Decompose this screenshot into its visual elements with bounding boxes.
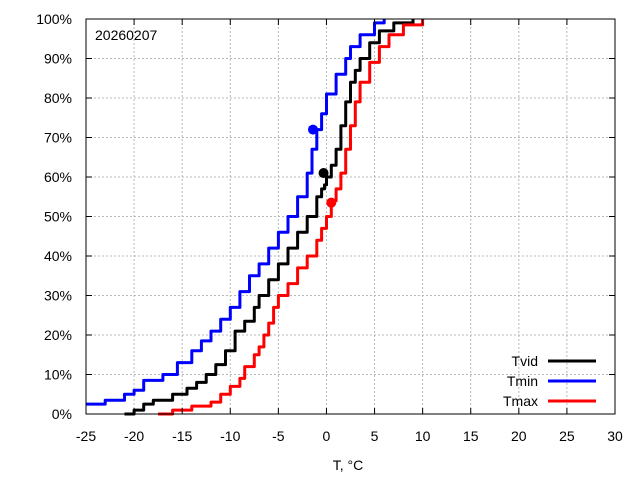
x-tick-label: -20 bbox=[124, 428, 144, 444]
series-marker-tvid bbox=[318, 168, 329, 179]
x-tick-label: 0 bbox=[323, 428, 331, 444]
y-tick-label: 40% bbox=[44, 248, 72, 264]
x-tick-label: -10 bbox=[220, 428, 240, 444]
y-tick-label: 80% bbox=[44, 90, 72, 106]
y-tick-label: 20% bbox=[44, 327, 72, 343]
x-tick-label: -15 bbox=[172, 428, 192, 444]
x-tick-label: 25 bbox=[559, 428, 575, 444]
x-tick-label: 30 bbox=[607, 428, 623, 444]
legend-label-tvid: Tvid bbox=[512, 353, 538, 369]
legend-label-tmin: Tmin bbox=[507, 373, 538, 389]
legend-label-tmax: Tmax bbox=[503, 393, 538, 409]
x-tick-label: 10 bbox=[415, 428, 431, 444]
series-marker-tmin bbox=[307, 124, 318, 135]
x-tick-label: -25 bbox=[76, 428, 96, 444]
chart-annotation: 20260207 bbox=[95, 27, 158, 43]
y-tick-label: 0% bbox=[52, 406, 72, 422]
x-tick-label: 20 bbox=[511, 428, 527, 444]
x-tick-label: 5 bbox=[371, 428, 379, 444]
legend: Tvid Tmin Tmax bbox=[503, 353, 596, 409]
series-marker-tmax bbox=[326, 197, 337, 208]
y-tick-label: 30% bbox=[44, 288, 72, 304]
y-tick-label: 10% bbox=[44, 367, 72, 383]
y-tick-label: 90% bbox=[44, 51, 72, 67]
series-line-tmax bbox=[158, 19, 425, 416]
tick-layer: -25 -20 -15 -10 -5 0 5 10 15 20 25 30 0% 10% 20% 30% 40%… bbox=[36, 11, 623, 444]
x-tick-label: -5 bbox=[272, 428, 285, 444]
x-tick-label: 15 bbox=[463, 428, 479, 444]
y-tick-label: 50% bbox=[44, 209, 72, 225]
y-tick-label: 100% bbox=[36, 11, 72, 27]
series-layer bbox=[86, 19, 425, 416]
series-line-tvid bbox=[124, 19, 415, 416]
y-tick-label: 60% bbox=[44, 169, 72, 185]
y-tick-label: 70% bbox=[44, 130, 72, 146]
series-line-tmin bbox=[86, 19, 386, 406]
x-axis-title: T, °C bbox=[333, 457, 364, 473]
